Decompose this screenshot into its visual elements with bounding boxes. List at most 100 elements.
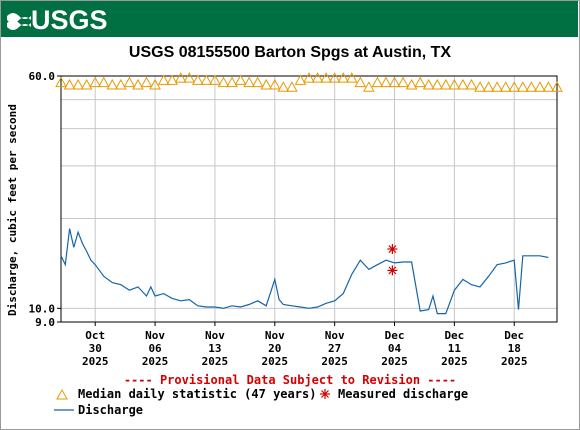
x-tick-label: Oct [85, 329, 105, 342]
median-point [465, 78, 478, 90]
median-point [405, 78, 418, 90]
median-point [525, 81, 538, 92]
y-axis-label: Discharge, cubic feet per second [6, 104, 19, 316]
median-point [397, 76, 409, 88]
median-point [311, 72, 324, 83]
median-point [380, 76, 392, 88]
x-tick-label: Dec [385, 329, 405, 342]
measured-point [387, 244, 398, 255]
median-point [422, 78, 435, 90]
median-point [132, 78, 144, 90]
median-point [534, 81, 546, 92]
legend-median-icon [56, 388, 68, 400]
median-point [260, 78, 273, 90]
median-point [508, 81, 521, 92]
median-point [140, 76, 153, 88]
median-point [200, 74, 213, 85]
x-tick-label: Nov [145, 329, 165, 342]
median-point [106, 78, 119, 90]
median-point [431, 78, 444, 90]
chart-title: USGS 08155500 Barton Spgs at Austin, TX [128, 44, 452, 61]
legend-discharge-label: Discharge [78, 403, 144, 417]
x-tick-label: 18 [508, 342, 521, 355]
median-point [414, 76, 427, 88]
median-point [251, 76, 264, 88]
legend-measured-icon [320, 389, 330, 399]
x-tick-label: 27 [328, 342, 341, 355]
median-point [551, 81, 563, 92]
median-point [217, 76, 230, 88]
median-point [354, 76, 367, 88]
provisional-notice: ---- Provisional Data Subject to Revisio… [123, 373, 457, 387]
median-point [89, 76, 102, 88]
plot-border [60, 75, 558, 323]
median-point [55, 76, 67, 88]
median-point [303, 72, 315, 83]
median-point [286, 81, 298, 92]
median-point [226, 76, 238, 88]
median-point [115, 78, 127, 90]
x-tick-label: Nov [325, 329, 345, 342]
median-point [243, 76, 255, 88]
median-point [482, 81, 495, 92]
median-point [72, 78, 84, 90]
y-tick-label: 60.0 [29, 70, 56, 83]
median-point [277, 81, 290, 92]
median-point [448, 78, 461, 90]
median-point [80, 78, 93, 90]
x-tick-label: Nov [205, 329, 225, 342]
y-axis-ticks: 60.0 10.09.0 [29, 70, 61, 329]
grid-layer [61, 75, 557, 323]
legend-measured-label: Measured discharge [338, 387, 469, 401]
median-point [191, 74, 204, 85]
median-point [209, 74, 221, 85]
legend-icons [54, 388, 330, 411]
median-point [474, 81, 486, 92]
median-point [516, 81, 529, 92]
median-point [157, 74, 170, 85]
x-tick-label: 2025 [381, 355, 408, 368]
x-tick-label: 30 [89, 342, 102, 355]
median-point [388, 76, 401, 88]
x-tick-label: Dec [444, 329, 464, 342]
median-point [345, 72, 358, 83]
x-tick-label: Nov [265, 329, 285, 342]
x-tick-label: 2025 [82, 355, 109, 368]
x-tick-label: 11 [448, 342, 462, 355]
discharge-series [60, 228, 549, 315]
measured-point [387, 265, 398, 276]
median-point [63, 78, 76, 90]
median-point [542, 81, 555, 92]
measured-series [387, 244, 398, 276]
median-point [320, 72, 332, 83]
median-point [174, 72, 187, 83]
median-point [234, 74, 247, 85]
median-point [439, 78, 452, 90]
x-tick-label: 2025 [441, 355, 468, 368]
legend-median-label: Median daily statistic (47 years) [78, 387, 317, 401]
usgs-logo-text: USGS [31, 5, 108, 35]
x-tick-label: 2025 [142, 355, 169, 368]
x-axis-ticks: Oct302025Nov062025Nov132025Nov202025Nov2… [82, 322, 528, 368]
median-point [371, 76, 384, 88]
median-point [491, 81, 503, 92]
x-tick-label: 04 [388, 342, 402, 355]
median-point [328, 72, 341, 83]
median-point [149, 78, 161, 90]
usgs-banner: USGS [1, 1, 578, 37]
median-point [166, 74, 179, 85]
median-point [337, 72, 350, 83]
y-tick-label: 10.0 [29, 302, 56, 315]
x-tick-label: 13 [208, 342, 221, 355]
x-tick-label: 2025 [262, 355, 289, 368]
usgs-wave-icon [7, 13, 31, 30]
median-point [123, 76, 136, 88]
x-tick-label: 06 [148, 342, 162, 355]
x-tick-label: 2025 [501, 355, 528, 368]
median-point [363, 81, 375, 92]
median-point [268, 78, 281, 90]
median-series [55, 72, 563, 92]
median-point [294, 74, 307, 85]
